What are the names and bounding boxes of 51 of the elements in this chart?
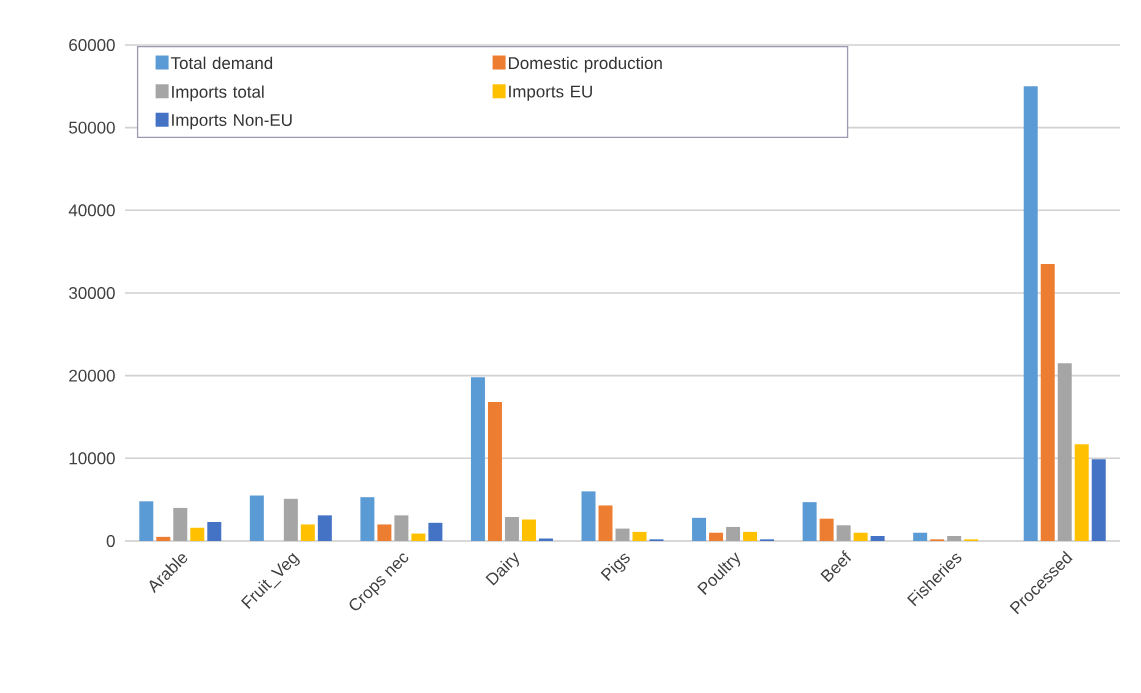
bar bbox=[836, 525, 851, 541]
bar bbox=[283, 498, 298, 541]
bar bbox=[870, 536, 885, 541]
bar bbox=[317, 515, 332, 541]
bar bbox=[504, 517, 519, 541]
bar bbox=[300, 524, 315, 541]
legend-label: Domestic production bbox=[508, 56, 662, 73]
bar bbox=[377, 524, 392, 541]
bar bbox=[598, 505, 613, 541]
bar bbox=[360, 497, 375, 541]
bar bbox=[249, 495, 264, 541]
bar bbox=[913, 532, 928, 541]
bar bbox=[692, 517, 707, 541]
bar bbox=[819, 518, 834, 541]
bar bbox=[1057, 363, 1072, 541]
bar bbox=[156, 536, 171, 541]
bar bbox=[581, 491, 596, 541]
y-tick-label: 10000 bbox=[69, 452, 115, 465]
y-tick-label: 50000 bbox=[69, 121, 115, 134]
bar bbox=[1091, 459, 1106, 541]
bar bbox=[1023, 86, 1038, 541]
y-tick-label: 0 bbox=[106, 534, 115, 547]
legend-label: Imports Non-EU bbox=[172, 114, 292, 130]
bar bbox=[411, 533, 426, 541]
bar bbox=[428, 522, 443, 541]
bar bbox=[173, 507, 188, 541]
bar bbox=[632, 531, 647, 541]
y-tick-label: 40000 bbox=[68, 204, 115, 217]
bar bbox=[853, 532, 868, 541]
bar bbox=[139, 501, 154, 541]
bar bbox=[521, 519, 536, 541]
bar bbox=[1040, 264, 1055, 541]
bar bbox=[487, 402, 502, 541]
bar bbox=[190, 527, 205, 541]
legend-label: Imports EU bbox=[509, 85, 592, 101]
legend-label: Imports total bbox=[172, 85, 264, 102]
bar bbox=[615, 528, 630, 541]
bar bbox=[743, 531, 758, 541]
bar bbox=[470, 377, 485, 541]
x-tick-label: Pigs bbox=[600, 553, 630, 581]
bar bbox=[1074, 444, 1089, 541]
legend-label: Total demand bbox=[170, 56, 273, 70]
bar bbox=[947, 536, 962, 541]
bar bbox=[709, 532, 724, 541]
bar bbox=[394, 515, 409, 541]
bar bbox=[726, 526, 741, 541]
y-tick-label: 60000 bbox=[69, 38, 115, 51]
y-tick-label: 20000 bbox=[69, 369, 115, 382]
bar bbox=[207, 521, 222, 541]
y-tick-label: 30000 bbox=[69, 286, 115, 299]
bar bbox=[802, 502, 817, 541]
